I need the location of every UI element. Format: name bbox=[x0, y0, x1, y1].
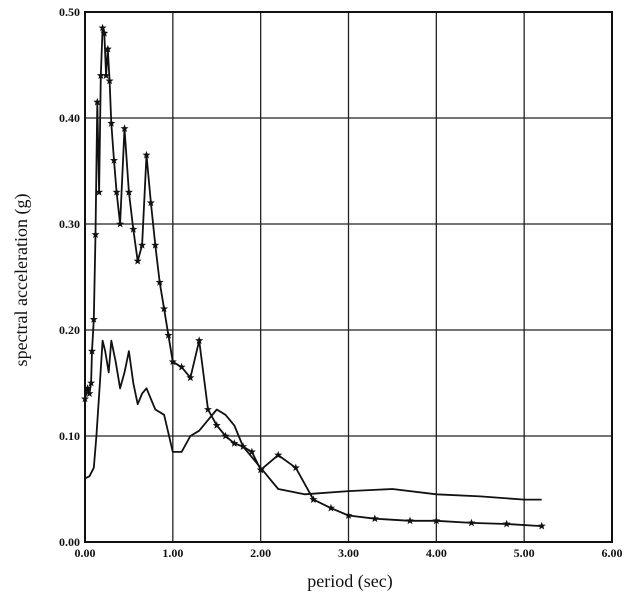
star-marker bbox=[155, 278, 164, 286]
star-marker bbox=[146, 198, 155, 207]
star-marker bbox=[230, 439, 239, 447]
star-marker bbox=[186, 373, 195, 382]
star-marker bbox=[151, 241, 160, 249]
star-marker bbox=[138, 241, 147, 249]
star-marker bbox=[405, 516, 414, 525]
y-tick-label: 0.20 bbox=[59, 323, 80, 337]
star-marker bbox=[502, 519, 511, 528]
star-marker bbox=[109, 156, 118, 164]
star-marker bbox=[91, 230, 100, 238]
star-marker bbox=[124, 188, 133, 196]
star-marker bbox=[133, 256, 142, 265]
series-line bbox=[84, 339, 542, 501]
star-marker bbox=[83, 384, 92, 392]
star-marker bbox=[120, 124, 129, 132]
star-marker bbox=[107, 119, 116, 127]
star-marker bbox=[100, 29, 109, 37]
x-axis-title: period (sec) bbox=[307, 571, 392, 592]
star-marker bbox=[87, 378, 96, 387]
y-tick-label: 0.50 bbox=[59, 5, 80, 19]
star-marker bbox=[344, 511, 353, 519]
star-marker bbox=[88, 347, 97, 355]
star-marker bbox=[537, 521, 546, 530]
x-tick-label: 4.00 bbox=[426, 546, 447, 560]
x-tick-label: 5.00 bbox=[514, 546, 535, 560]
star-marker bbox=[103, 44, 112, 53]
star-marker bbox=[212, 421, 221, 429]
star-marker bbox=[85, 389, 94, 397]
star-marker bbox=[89, 315, 98, 323]
star-marker bbox=[274, 450, 283, 459]
star-marker bbox=[95, 188, 104, 196]
star-marker bbox=[112, 188, 121, 196]
y-tick-label: 0.30 bbox=[59, 217, 80, 231]
star-marker bbox=[432, 516, 441, 525]
grid bbox=[84, 11, 613, 543]
y-tick-label: 0.40 bbox=[59, 111, 80, 125]
series-line bbox=[84, 26, 542, 527]
star-marker bbox=[256, 465, 265, 474]
y-tick-label: 0.10 bbox=[59, 429, 80, 443]
star-marker bbox=[291, 463, 300, 472]
star-marker bbox=[93, 97, 102, 106]
star-marker bbox=[116, 219, 125, 228]
series-group bbox=[81, 23, 546, 530]
star-marker bbox=[370, 514, 379, 523]
star-marker bbox=[105, 76, 114, 85]
star-marker bbox=[195, 336, 204, 344]
x-tick-label: 3.00 bbox=[338, 546, 359, 560]
star-marker bbox=[164, 331, 173, 339]
star-marker bbox=[168, 357, 177, 366]
star-marker bbox=[102, 71, 111, 79]
series-1 bbox=[81, 23, 546, 530]
star-marker bbox=[309, 495, 318, 503]
star-marker bbox=[247, 447, 256, 456]
star-marker bbox=[98, 23, 107, 32]
x-axis-ticks: 0.00 1.00 2.00 3.00 4.00 5.00 6.00 bbox=[75, 546, 623, 560]
star-marker bbox=[177, 362, 186, 371]
x-tick-label: 1.00 bbox=[162, 546, 183, 560]
plot-frame bbox=[84, 11, 613, 543]
star-marker bbox=[142, 150, 151, 159]
star-marker bbox=[203, 405, 212, 413]
y-tick-label: 0.00 bbox=[59, 535, 80, 549]
x-tick-label: 0.00 bbox=[75, 546, 96, 560]
series-2 bbox=[84, 339, 542, 501]
star-marker bbox=[326, 503, 335, 512]
star-marker bbox=[467, 518, 476, 527]
star-marker bbox=[160, 304, 169, 313]
star-marker bbox=[221, 431, 230, 440]
x-tick-label: 2.00 bbox=[250, 546, 271, 560]
x-tick-label: 6.00 bbox=[602, 546, 623, 560]
y-axis-title: spectral acceleration (g) bbox=[11, 194, 32, 367]
star-marker bbox=[96, 71, 105, 79]
y-axis-ticks: 0.00 0.10 0.20 0.30 0.40 0.50 bbox=[59, 5, 80, 549]
star-marker bbox=[129, 225, 138, 233]
